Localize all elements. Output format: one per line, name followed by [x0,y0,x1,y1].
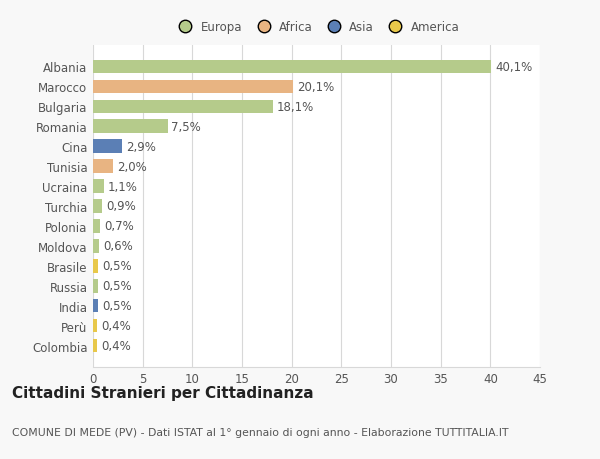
Text: 18,1%: 18,1% [277,101,314,113]
Bar [93,299,98,313]
Bar [93,61,491,74]
Bar [93,80,293,94]
Text: 1,1%: 1,1% [108,180,138,193]
Bar [93,339,97,353]
Text: 40,1%: 40,1% [496,61,533,74]
Text: 2,9%: 2,9% [126,140,155,153]
Bar [93,120,167,134]
Legend: Europa, Africa, Asia, America: Europa, Africa, Asia, America [169,17,464,39]
Text: 0,7%: 0,7% [104,220,134,233]
Bar [93,160,113,174]
Text: 20,1%: 20,1% [296,81,334,94]
Text: 2,0%: 2,0% [117,160,146,173]
Text: 0,5%: 0,5% [102,260,131,273]
Text: COMUNE DI MEDE (PV) - Dati ISTAT al 1° gennaio di ogni anno - Elaborazione TUTTI: COMUNE DI MEDE (PV) - Dati ISTAT al 1° g… [12,427,509,437]
Text: 0,9%: 0,9% [106,200,136,213]
Bar [93,101,273,114]
Bar [93,180,104,193]
Text: Cittadini Stranieri per Cittadinanza: Cittadini Stranieri per Cittadinanza [12,386,314,401]
Bar [93,319,97,333]
Text: 7,5%: 7,5% [172,120,201,134]
Text: 0,5%: 0,5% [102,300,131,313]
Bar [93,220,100,233]
Text: 0,4%: 0,4% [101,319,131,332]
Bar [93,259,98,273]
Bar [93,280,98,293]
Bar [93,140,122,154]
Bar [93,200,102,213]
Text: 0,6%: 0,6% [103,240,133,253]
Bar [93,240,99,253]
Text: 0,5%: 0,5% [102,280,131,293]
Text: 0,4%: 0,4% [101,339,131,353]
